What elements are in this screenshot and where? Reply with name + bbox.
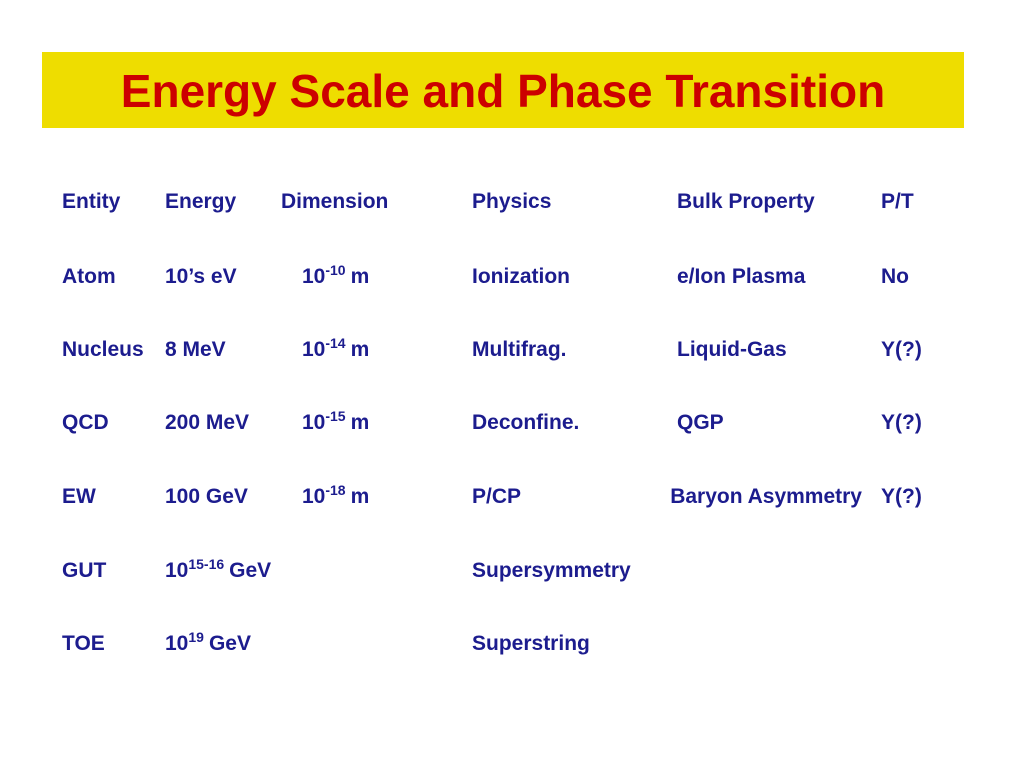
- table-cell: 10-14 m: [302, 335, 369, 361]
- power-exponent: -14: [325, 335, 345, 351]
- unit: m: [351, 338, 370, 361]
- power-exponent: -18: [325, 482, 345, 498]
- column-header: Physics: [472, 190, 551, 213]
- unit: m: [351, 485, 370, 508]
- table-cell: TOE: [62, 632, 105, 655]
- table-cell: 100 GeV: [165, 485, 248, 508]
- power-base: 10: [302, 338, 325, 361]
- table-cell: EW: [62, 485, 96, 508]
- unit: GeV: [209, 632, 251, 655]
- table-cell: QCD: [62, 411, 109, 434]
- table-cell: 1019 GeV: [165, 629, 251, 655]
- column-header: Bulk Property: [677, 190, 815, 213]
- power-exponent: -15: [325, 408, 345, 424]
- table-cell: Baryon Asymmetry: [670, 485, 862, 508]
- unit: m: [351, 265, 370, 288]
- table-cell: Supersymmetry: [472, 559, 631, 582]
- table-cell: Y(?): [881, 411, 922, 434]
- power-base: 10: [165, 559, 188, 582]
- table-cell: Liquid-Gas: [677, 338, 787, 361]
- column-header: Dimension: [281, 190, 388, 213]
- power-base: 10: [302, 265, 325, 288]
- title-banner: [42, 52, 964, 128]
- table-cell: 8 MeV: [165, 338, 226, 361]
- column-header: P/T: [881, 190, 914, 213]
- table-cell: GUT: [62, 559, 107, 582]
- table-cell: Deconfine.: [472, 411, 579, 434]
- table-cell: Y(?): [881, 338, 922, 361]
- power-base: 10: [302, 411, 325, 434]
- power-exponent: -10: [325, 262, 345, 278]
- column-header: Entity: [62, 190, 121, 213]
- power-base: 10: [165, 632, 188, 655]
- table-cell: Nucleus: [62, 338, 144, 361]
- power-exponent: 15-16: [188, 556, 224, 572]
- table-cell: No: [881, 265, 909, 288]
- unit: m: [351, 411, 370, 434]
- table-cell: 200 MeV: [165, 411, 249, 434]
- table-cell: 10-15 m: [302, 408, 369, 434]
- table-cell: Ionization: [472, 265, 570, 288]
- table-cell: 10’s eV: [165, 265, 237, 288]
- table-cell: P/CP: [472, 485, 521, 508]
- table-cell: 10-10 m: [302, 262, 369, 288]
- table-cell: Atom: [62, 265, 116, 288]
- table-cell: Y(?): [881, 485, 922, 508]
- power-base: 10: [302, 485, 325, 508]
- unit: GeV: [229, 559, 271, 582]
- table-cell: QGP: [677, 411, 724, 434]
- table-cell: Multifrag.: [472, 338, 567, 361]
- table-cell: 10-18 m: [302, 482, 369, 508]
- power-exponent: 19: [188, 629, 204, 645]
- slide-title: Energy Scale and Phase Transition: [121, 65, 885, 117]
- table-cell: e/Ion Plasma: [677, 265, 806, 288]
- column-header: Energy: [165, 190, 237, 213]
- table-cell: Superstring: [472, 632, 590, 655]
- table-cell: 1015-16 GeV: [165, 556, 271, 582]
